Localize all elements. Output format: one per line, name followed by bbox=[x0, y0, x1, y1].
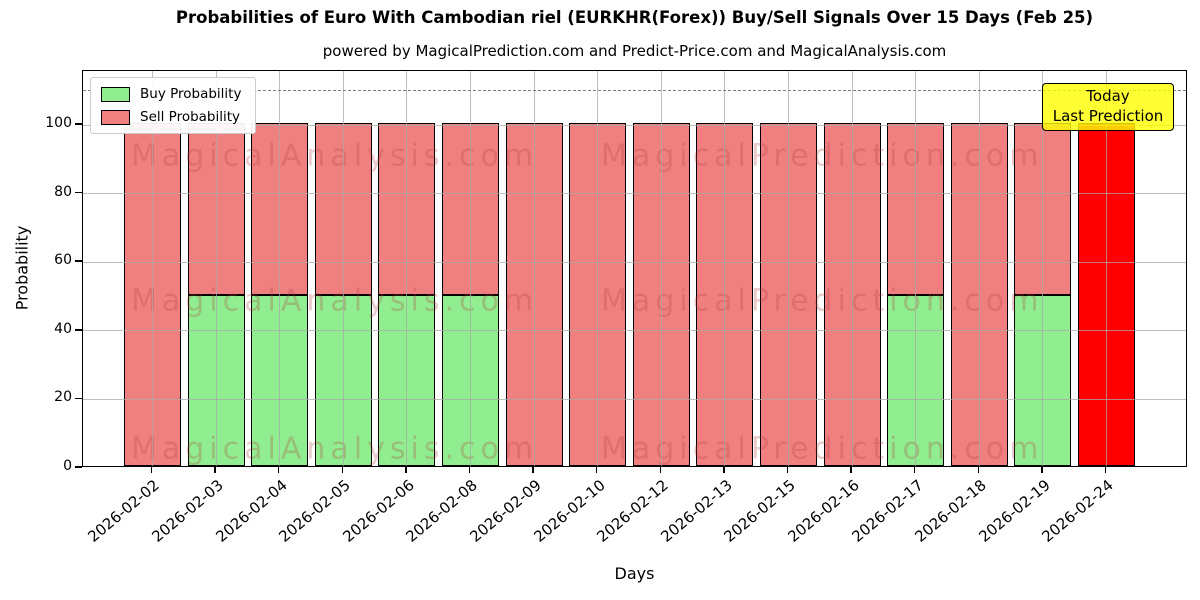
gridline-vertical bbox=[851, 71, 853, 466]
gridline-horizontal bbox=[83, 330, 1186, 332]
y-tick-label: 0 bbox=[63, 458, 72, 474]
x-tick-mark bbox=[532, 467, 534, 473]
y-tick-label: 100 bbox=[45, 115, 72, 131]
x-tick-mark bbox=[723, 467, 725, 473]
today-annotation: Today Last Prediction bbox=[1042, 83, 1174, 131]
gridline-horizontal bbox=[83, 261, 1186, 263]
dashed-reference-line bbox=[83, 90, 1186, 91]
y-tick-label: 80 bbox=[54, 183, 72, 200]
grid-layer bbox=[83, 71, 1186, 466]
buy-swatch bbox=[101, 86, 130, 102]
x-tick-mark bbox=[468, 467, 471, 473]
y-tick-mark bbox=[75, 191, 82, 194]
gridline-vertical bbox=[724, 71, 726, 466]
gridline-vertical bbox=[279, 71, 281, 466]
x-tick-mark bbox=[150, 467, 153, 473]
legend-label-buy: Buy Probability bbox=[140, 86, 242, 102]
y-tick-mark bbox=[75, 123, 82, 125]
chart-subtitle: powered by MagicalPrediction.com and Pre… bbox=[322, 42, 947, 60]
watermark-text: MagicalAnalysis.com bbox=[131, 431, 539, 467]
x-tick-mark bbox=[850, 467, 852, 473]
x-tick-mark bbox=[595, 467, 598, 473]
gridline-vertical bbox=[978, 71, 980, 466]
gridline-horizontal bbox=[83, 398, 1186, 400]
watermark-text: MagicalPrediction.com bbox=[601, 431, 1044, 467]
x-tick-mark bbox=[977, 467, 980, 473]
gridline-vertical bbox=[1106, 71, 1107, 466]
gridline-vertical bbox=[342, 71, 344, 466]
gridline-vertical bbox=[660, 71, 662, 466]
gridline-horizontal bbox=[83, 124, 1186, 126]
watermark-text: MagicalPrediction.com bbox=[601, 138, 1044, 174]
gridline-vertical bbox=[533, 71, 535, 466]
y-tick-mark bbox=[75, 466, 82, 468]
x-tick-mark bbox=[1041, 467, 1043, 473]
gridline-vertical bbox=[597, 71, 599, 466]
chart-title: Probabilities of Euro With Cambodian rie… bbox=[175, 8, 1094, 27]
watermark-text: MagicalPrediction.com bbox=[601, 283, 1044, 319]
legend: Buy Probability Sell Probability bbox=[90, 77, 257, 134]
gridline-vertical bbox=[788, 71, 789, 466]
x-axis-label: Days bbox=[614, 564, 655, 583]
watermark-text: MagicalAnalysis.com bbox=[131, 138, 539, 174]
gridline-vertical bbox=[152, 71, 153, 466]
y-tick-label: 20 bbox=[54, 389, 72, 406]
today-annotation-line1: Today bbox=[1086, 87, 1130, 105]
watermark-text: MagicalAnalysis.com bbox=[131, 283, 539, 319]
x-tick-mark bbox=[659, 467, 662, 473]
today-annotation-line2: Last Prediction bbox=[1052, 107, 1164, 126]
x-tick-mark bbox=[214, 467, 216, 473]
gridline-vertical bbox=[215, 71, 217, 466]
legend-item-sell: Sell Probability bbox=[101, 109, 241, 125]
gridline-horizontal bbox=[83, 193, 1186, 195]
x-tick-mark bbox=[277, 467, 280, 473]
x-tick-mark bbox=[341, 467, 344, 473]
x-tick-mark bbox=[786, 467, 789, 473]
sell-swatch bbox=[101, 109, 130, 125]
gridline-vertical bbox=[406, 71, 408, 466]
y-tick-mark bbox=[75, 329, 82, 331]
x-tick-mark bbox=[913, 467, 916, 473]
gridline-vertical bbox=[470, 71, 471, 466]
x-tick-mark bbox=[405, 467, 407, 473]
gridline-vertical bbox=[1042, 71, 1044, 466]
legend-label-sell: Sell Probability bbox=[140, 109, 241, 125]
plot-area: MagicalAnalysis.com MagicalPrediction.com… bbox=[82, 70, 1187, 467]
y-tick-label: 60 bbox=[54, 252, 72, 269]
watermark-layer: MagicalAnalysis.com MagicalPrediction.com… bbox=[83, 71, 1186, 467]
x-tick-mark bbox=[1104, 467, 1107, 473]
y-tick-mark bbox=[75, 397, 82, 400]
y-tick-label: 40 bbox=[54, 320, 72, 337]
legend-item-buy: Buy Probability bbox=[101, 86, 241, 102]
gridline-vertical bbox=[915, 71, 917, 466]
y-tick-mark bbox=[75, 260, 82, 262]
